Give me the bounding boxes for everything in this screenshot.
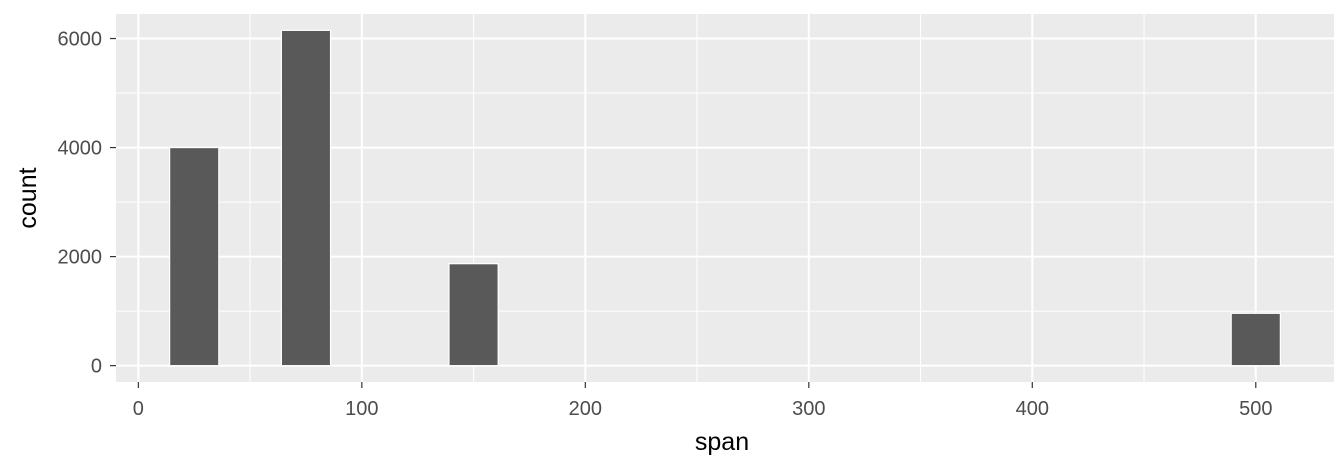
x-tick-label: 100 [345,398,378,420]
x-axis-title: span [695,428,749,456]
histogram-bar [1230,312,1281,367]
histogram-bar [169,146,220,367]
y-tick-label: 6000 [58,29,103,51]
y-tick-label: 4000 [58,138,103,160]
x-tick-label: 0 [133,398,144,420]
y-tick-label: 2000 [58,247,103,269]
y-axis-tick-labels: 0 2000 4000 6000 [58,29,103,378]
x-tick-label: 500 [1239,398,1272,420]
y-axis-title: count [14,167,42,228]
x-axis-tick-labels: 0 100 200 300 400 500 [133,398,1273,420]
y-tick-label: 0 [91,356,102,378]
histogram-bar [280,29,332,367]
x-tick-label: 400 [1016,398,1049,420]
axis-ticks [110,37,1257,388]
x-tick-label: 200 [569,398,602,420]
x-tick-label: 300 [792,398,825,420]
histogram-bar [448,263,499,367]
bars [169,29,1281,367]
